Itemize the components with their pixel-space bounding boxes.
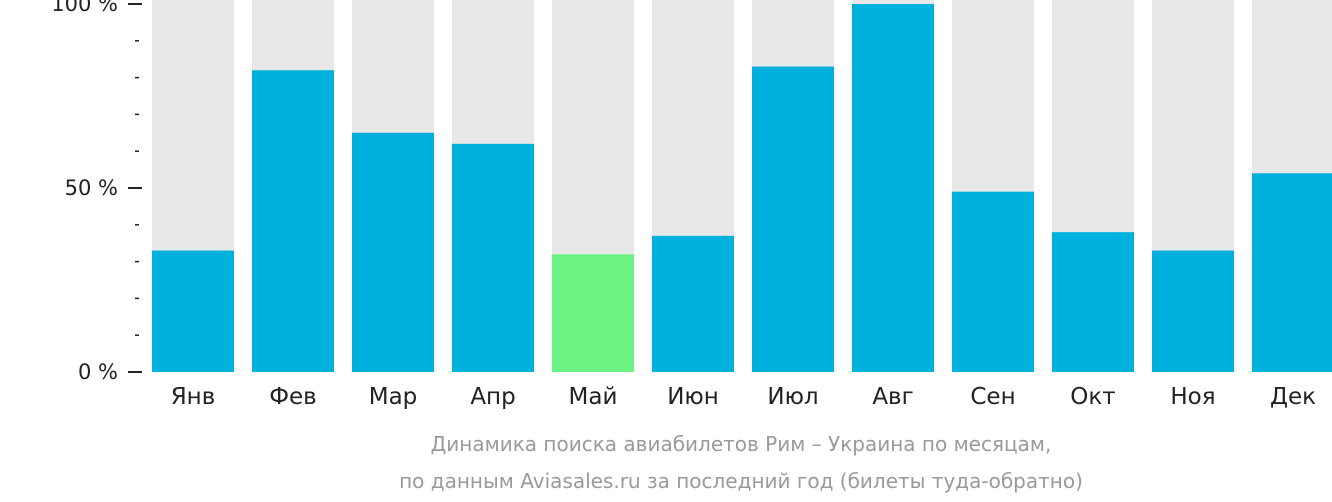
y-tick-label-3: 100 % — [51, 0, 118, 16]
bar-8 — [852, 4, 934, 372]
bar-1 — [152, 250, 234, 372]
x-tick-label-7: Июл — [767, 384, 818, 410]
bar-2 — [252, 70, 334, 373]
bar-9 — [952, 191, 1034, 372]
x-axis: Янв Фев Мар Апр Май Июн Июл Авг Сен Окт Ноя Дек — [171, 384, 1316, 410]
bar-4 — [452, 143, 534, 372]
bar-6 — [652, 235, 734, 372]
bar-11 — [1152, 250, 1234, 372]
x-tick-label-10: Окт — [1070, 384, 1115, 410]
bar-10 — [1052, 232, 1134, 372]
x-tick-label-6: Июн — [667, 384, 719, 410]
bar-5 — [552, 254, 634, 372]
x-tick-label-4: Апр — [470, 384, 515, 410]
y-tick-label-2: 50 % — [65, 176, 118, 200]
x-tick-label-12: Дек — [1270, 384, 1316, 410]
x-tick-label-5: Май — [569, 384, 618, 410]
x-tick-label-9: Сен — [970, 384, 1015, 410]
chart-caption-line-1: Динамика поиска авиабилетов Рим – Украин… — [431, 432, 1052, 456]
x-tick-label-8: Авг — [872, 384, 913, 410]
bar-3 — [352, 132, 434, 372]
y-axis: 0 % 50 % 100 % — [51, 0, 142, 384]
bars — [152, 4, 1332, 373]
bar-12 — [1252, 173, 1332, 372]
x-tick-label-11: Ноя — [1170, 384, 1215, 410]
x-tick-label-2: Фев — [269, 384, 317, 410]
bar-7 — [752, 66, 834, 372]
y-tick-label-1: 0 % — [78, 360, 118, 384]
x-tick-label-3: Мар — [369, 384, 418, 410]
x-tick-label-1: Янв — [171, 384, 216, 410]
chart-caption-line-2: по данным Aviasales.ru за последний год … — [399, 469, 1083, 493]
